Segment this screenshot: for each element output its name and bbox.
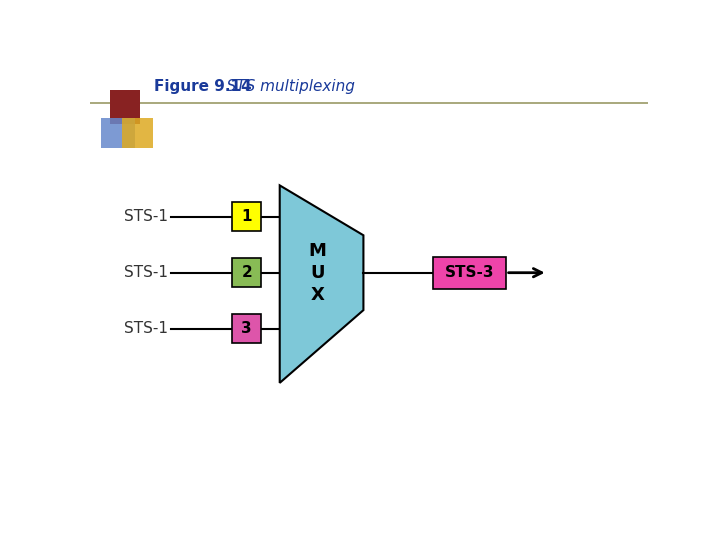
Bar (433, 257, 505, 288)
Text: 2: 2 (241, 265, 252, 280)
Text: STS-1: STS-1 (124, 265, 168, 280)
Text: 3: 3 (241, 321, 252, 336)
Bar (101, 118, 135, 148)
Bar (233, 314, 261, 343)
Text: Figure 9.14: Figure 9.14 (154, 79, 252, 94)
Text: STS multiplexing: STS multiplexing (212, 79, 354, 94)
Polygon shape (280, 185, 364, 383)
Bar (233, 202, 261, 231)
Text: STS-1: STS-1 (124, 209, 168, 224)
Text: STS-3: STS-3 (445, 265, 494, 280)
Text: M
U
X: M U X (309, 241, 327, 304)
Bar (122, 118, 153, 148)
Bar (109, 90, 140, 124)
Bar (233, 258, 261, 287)
Text: STS-1: STS-1 (124, 321, 168, 336)
Text: 1: 1 (241, 209, 252, 224)
